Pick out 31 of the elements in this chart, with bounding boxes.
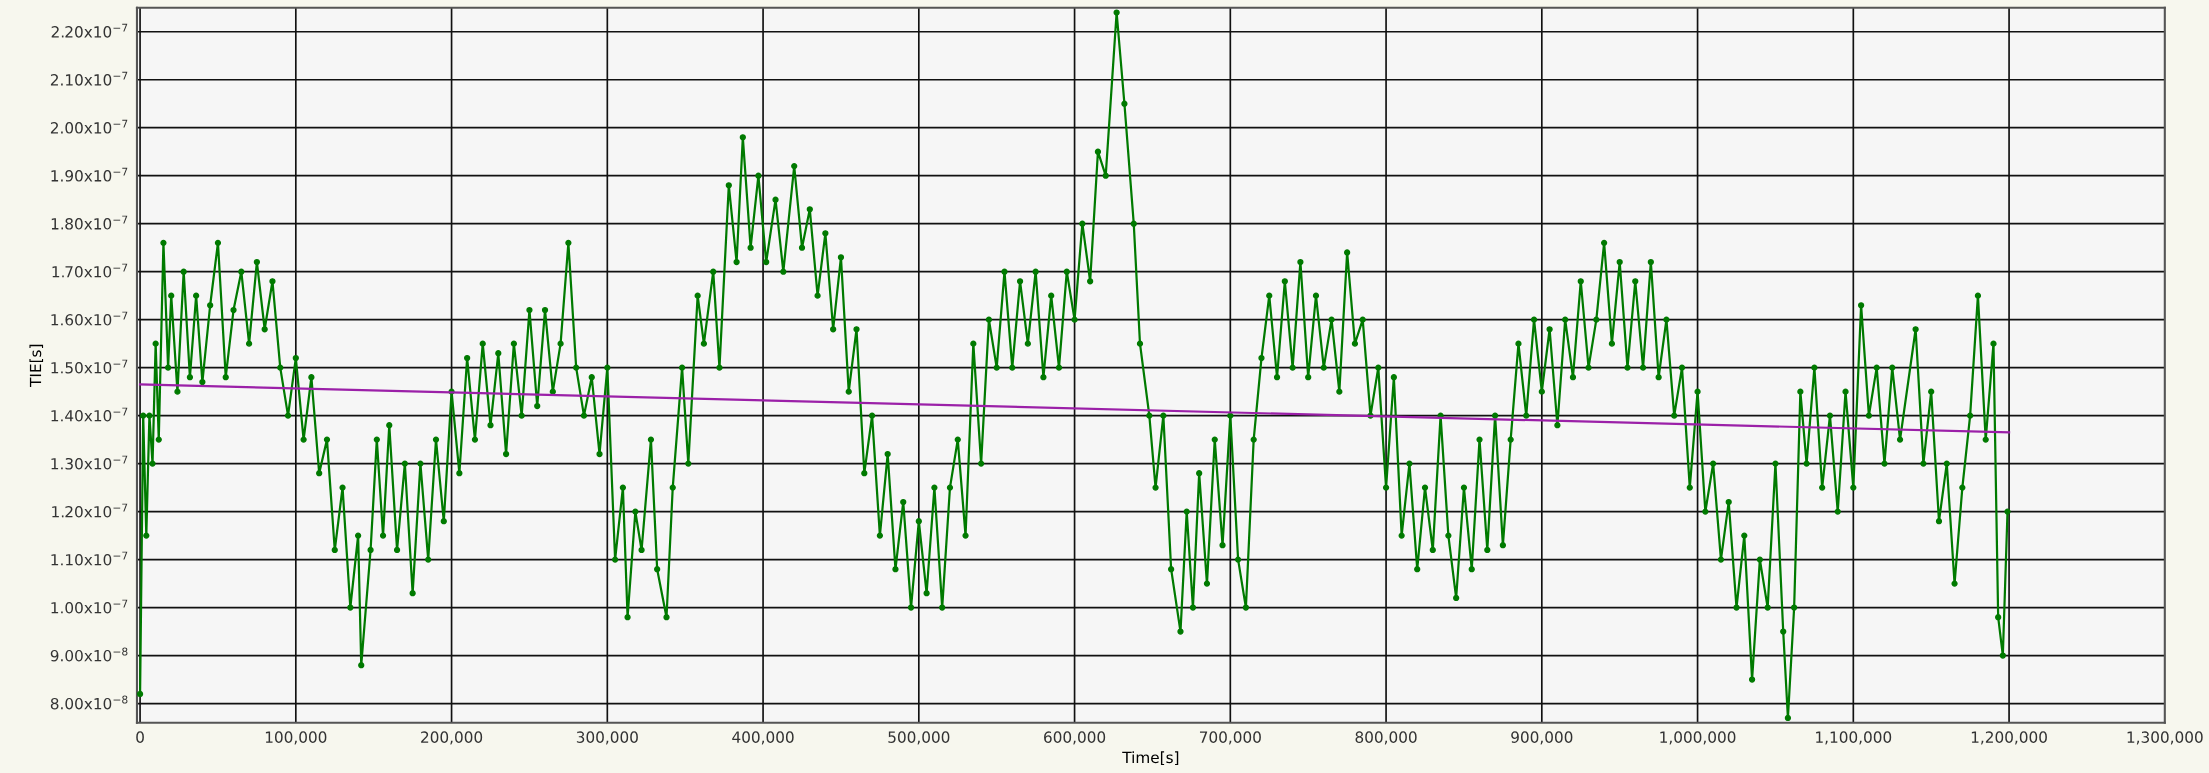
x-tick-label: 200,000 <box>421 731 483 745</box>
x-tick-label: 1,100,000 <box>1816 731 1892 745</box>
x-tick-label: 0 <box>136 731 144 743</box>
y-tick-label: 1.80x10$^{−7}$ <box>51 215 128 230</box>
y-tick-label: 1.70x10$^{−7}$ <box>52 263 128 278</box>
y-tick-label: 1.90x10$^{−7}$ <box>51 167 128 182</box>
y-tick-label: 1.40x10$^{−7}$ <box>51 407 128 422</box>
x-tick-label: 500,000 <box>888 731 950 745</box>
y-tick-label: 8.00x10$^{−8}$ <box>50 695 128 710</box>
x-tick-label: 1,200,000 <box>1971 731 2047 745</box>
y-tick-label: 2.00x10$^{−7}$ <box>50 119 128 134</box>
y-tick-label: 1.30x10$^{−7}$ <box>51 455 128 470</box>
x-axis-title: Time[s] <box>1122 751 1179 765</box>
y-axis-title: TIE[s] <box>29 344 44 387</box>
y-tick-label: 2.10x10$^{−7}$ <box>50 71 128 86</box>
y-tick-label: 9.00x10$^{−8}$ <box>50 647 128 662</box>
y-tick-label: 1.50x10$^{−7}$ <box>51 359 128 374</box>
x-tick-label: 1,000,000 <box>1660 731 1736 745</box>
x-tick-label: 300,000 <box>576 731 638 745</box>
y-tick-label: 1.10x10$^{−7}$ <box>51 551 128 566</box>
x-tick-label: 700,000 <box>1199 731 1261 745</box>
y-tick-label: 2.20x10$^{−7}$ <box>51 23 128 38</box>
y-tick-label: 1.60x10$^{−7}$ <box>51 311 128 326</box>
y-tick-label: 1.00x10$^{−7}$ <box>51 599 128 614</box>
x-tick-label: 900,000 <box>1511 731 1573 745</box>
y-tick-label: 1.20x10$^{−7}$ <box>52 503 128 518</box>
x-tick-label: 800,000 <box>1355 731 1417 745</box>
x-tick-label: 100,000 <box>265 731 327 745</box>
x-tick-label: 1,300,000 <box>2127 731 2203 745</box>
x-tick-label: 400,000 <box>732 731 794 745</box>
x-tick-label: 600,000 <box>1044 731 1106 745</box>
